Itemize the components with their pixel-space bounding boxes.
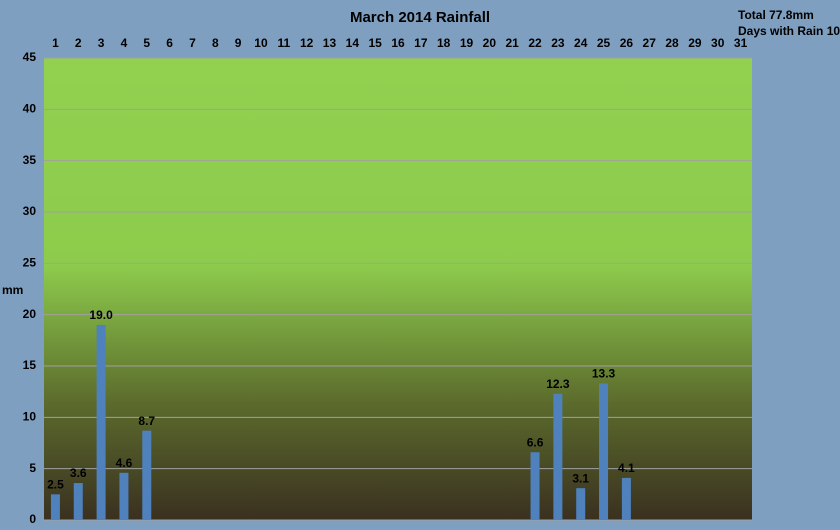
x-tick-label: 4 (121, 36, 128, 50)
bar (96, 324, 106, 520)
bar (50, 494, 60, 520)
x-tick-label: 12 (300, 36, 314, 50)
y-tick-label: 45 (23, 50, 37, 64)
x-tick-label: 13 (323, 36, 337, 50)
y-axis-label: mm (2, 283, 23, 297)
x-tick-label: 28 (665, 36, 679, 50)
value-label: 4.1 (618, 461, 635, 475)
x-tick-label: 8 (212, 36, 219, 50)
x-tick-label: 3 (98, 36, 105, 50)
x-tick-label: 24 (574, 36, 588, 50)
bar (530, 452, 540, 520)
bar (553, 393, 563, 520)
bar (73, 483, 83, 520)
bar (576, 488, 586, 520)
x-tick-label: 17 (414, 36, 428, 50)
x-tick-label: 22 (528, 36, 542, 50)
x-tick-label: 15 (368, 36, 382, 50)
y-tick-label: 10 (23, 410, 37, 424)
x-tick-label: 7 (189, 36, 196, 50)
value-label: 3.1 (572, 471, 589, 485)
value-label: 8.7 (138, 414, 155, 428)
x-tick-label: 20 (483, 36, 497, 50)
x-tick-label: 11 (277, 36, 290, 50)
x-tick-label: 10 (254, 36, 268, 50)
plot-area (44, 58, 752, 520)
value-label: 12.3 (546, 377, 570, 391)
annotation: Days with Rain 10 (738, 24, 840, 38)
bar (599, 383, 609, 520)
x-tick-label: 23 (551, 36, 565, 50)
x-tick-label: 21 (506, 36, 520, 50)
y-tick-label: 0 (29, 512, 36, 526)
y-tick-label: 5 (29, 461, 36, 475)
y-tick-label: 15 (23, 358, 37, 372)
x-tick-label: 14 (346, 36, 360, 50)
x-tick-label: 25 (597, 36, 611, 50)
chart-title: March 2014 Rainfall (350, 9, 490, 26)
x-tick-label: 1 (52, 36, 59, 50)
y-tick-label: 30 (23, 204, 37, 218)
value-label: 13.3 (592, 367, 616, 381)
x-tick-label: 30 (711, 36, 725, 50)
value-label: 3.6 (70, 466, 87, 480)
x-tick-label: 27 (643, 36, 657, 50)
x-tick-label: 19 (460, 36, 474, 50)
x-tick-label: 16 (391, 36, 405, 50)
bar (621, 477, 631, 520)
x-tick-label: 2 (75, 36, 82, 50)
value-label: 4.6 (116, 456, 133, 470)
x-tick-label: 29 (688, 36, 702, 50)
value-label: 2.5 (47, 478, 64, 492)
x-tick-label: 18 (437, 36, 451, 50)
bar (119, 472, 129, 520)
x-tick-label: 6 (166, 36, 173, 50)
y-tick-label: 40 (23, 102, 37, 116)
value-label: 19.0 (89, 308, 113, 322)
x-tick-label: 5 (143, 36, 150, 50)
y-tick-label: 35 (23, 153, 37, 167)
x-tick-label: 9 (235, 36, 242, 50)
y-tick-label: 25 (23, 256, 37, 270)
annotation: Total 77.8mm (738, 8, 814, 22)
x-tick-label: 26 (620, 36, 634, 50)
x-tick-label: 31 (734, 36, 748, 50)
value-label: 6.6 (527, 435, 544, 449)
bar (142, 430, 152, 520)
y-tick-label: 20 (23, 307, 37, 321)
